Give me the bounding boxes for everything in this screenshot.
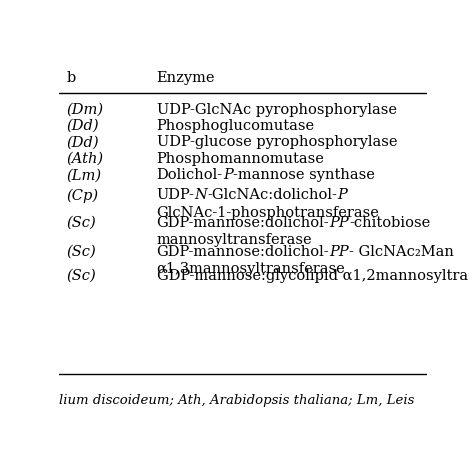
Text: (Dd): (Dd) xyxy=(66,136,99,149)
Text: -GlcNAc:dolichol-: -GlcNAc:dolichol- xyxy=(207,188,337,202)
Text: N: N xyxy=(194,188,207,202)
Text: PP: PP xyxy=(329,245,349,259)
Text: PP: PP xyxy=(329,216,349,229)
Text: P: P xyxy=(223,168,233,182)
Text: b: b xyxy=(66,72,76,85)
Text: GDP-mannose:dolichol-: GDP-mannose:dolichol- xyxy=(156,245,329,259)
Text: lium discoideum; Ath, Arabidopsis thaliana; Lm, Leis: lium discoideum; Ath, Arabidopsis thalia… xyxy=(59,394,415,408)
Text: UDP-: UDP- xyxy=(156,188,194,202)
Text: -mannose synthase: -mannose synthase xyxy=(233,168,374,182)
Text: (Sc): (Sc) xyxy=(66,216,96,229)
Text: UDP-GlcNAc pyrophosphorylase: UDP-GlcNAc pyrophosphorylase xyxy=(156,102,397,117)
Text: -chitobiose: -chitobiose xyxy=(349,216,430,229)
Text: (Sc): (Sc) xyxy=(66,245,96,259)
Text: mannosyltransferase: mannosyltransferase xyxy=(156,233,312,247)
Text: α1,3mannosyltransferase: α1,3mannosyltransferase xyxy=(156,263,346,276)
Text: Enzyme: Enzyme xyxy=(156,72,215,85)
Text: (Dm): (Dm) xyxy=(66,102,104,117)
Text: P: P xyxy=(337,188,347,202)
Text: Dolichol-: Dolichol- xyxy=(156,168,223,182)
Text: UDP-glucose pyrophosphorylase: UDP-glucose pyrophosphorylase xyxy=(156,136,397,149)
Text: GDP-mannose:glycolipid α1,2mannosyltra: GDP-mannose:glycolipid α1,2mannosyltra xyxy=(156,269,468,283)
Text: (Lm): (Lm) xyxy=(66,168,102,182)
Text: (Ath): (Ath) xyxy=(66,152,104,166)
Text: GDP-mannose:dolichol-: GDP-mannose:dolichol- xyxy=(156,216,329,229)
Text: GlcNAc-1-phosphotransferase: GlcNAc-1-phosphotransferase xyxy=(156,206,380,220)
Text: Phosphoglucomutase: Phosphoglucomutase xyxy=(156,119,315,133)
Text: (Cp): (Cp) xyxy=(66,188,99,203)
Text: Phosphomannomutase: Phosphomannomutase xyxy=(156,152,325,166)
Text: (Dd): (Dd) xyxy=(66,119,99,133)
Text: (Sc): (Sc) xyxy=(66,269,96,283)
Text: - GlcNAc₂Man: - GlcNAc₂Man xyxy=(349,245,454,259)
